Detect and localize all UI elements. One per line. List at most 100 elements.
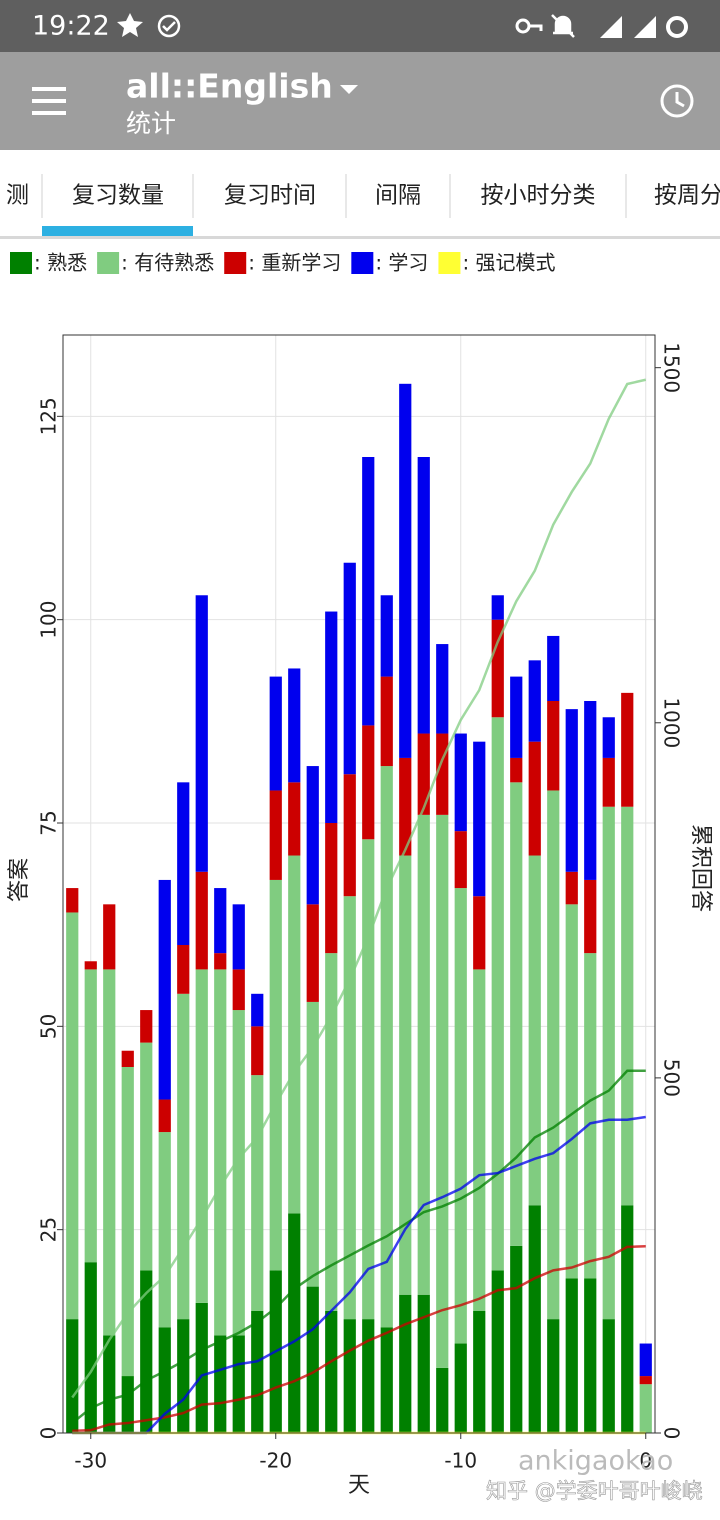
menu-button[interactable] xyxy=(32,87,66,115)
y-axis-label: 答案 xyxy=(7,858,32,902)
cumulative-line xyxy=(71,378,647,1399)
tab[interactable]: 间隔 xyxy=(375,183,421,209)
deck-title[interactable]: all::English xyxy=(126,67,333,106)
bar-segment xyxy=(343,896,356,1320)
bar-segment xyxy=(84,969,97,1263)
clock-hands xyxy=(675,92,685,108)
bar-segment xyxy=(584,1278,597,1433)
bar-segment xyxy=(528,1205,541,1433)
bar-segment xyxy=(362,839,375,1320)
legend-label: : 学习 xyxy=(375,251,428,275)
watermark-site: 知乎 @学委叶哥叶峻峣 xyxy=(486,1479,703,1503)
y-tick-label: 75 xyxy=(37,810,61,835)
bar-segment xyxy=(158,1132,171,1328)
deck-subtitle: 统计 xyxy=(126,109,176,138)
bar-segment xyxy=(510,757,523,783)
bar-segment xyxy=(66,1319,79,1433)
deck-dropdown[interactable] xyxy=(340,85,358,94)
watermark-handle: ankigaokao xyxy=(518,1446,673,1477)
legend-swatch xyxy=(97,252,120,274)
bar-segment xyxy=(343,562,356,775)
bar-segment xyxy=(288,782,301,856)
bar-segment xyxy=(491,619,504,718)
bar-segment xyxy=(639,1376,652,1385)
tab[interactable]: 按小时分类 xyxy=(481,183,596,209)
bar-segment xyxy=(399,855,412,1295)
bar-segment xyxy=(288,1213,301,1433)
bar-segment xyxy=(177,782,190,945)
history-button[interactable] xyxy=(660,84,694,118)
bar-segment xyxy=(473,896,486,970)
legend: : 熟悉: 有待熟悉: 重新学习: 学习: 强记模式 xyxy=(10,251,556,275)
x-tick-label: -20 xyxy=(259,1449,292,1473)
bar-segment xyxy=(417,814,430,1295)
bar-segment xyxy=(528,741,541,856)
bar-segment xyxy=(473,969,486,1311)
bar-segment xyxy=(621,692,634,807)
bar-segment xyxy=(399,757,412,856)
bar-segment xyxy=(140,1042,153,1271)
bar-segment xyxy=(195,871,208,970)
bar-segment xyxy=(417,1294,430,1433)
bar-segment xyxy=(158,1327,171,1433)
bar-segment xyxy=(214,969,227,1336)
bar-segment xyxy=(473,741,486,897)
bar-segment xyxy=(325,823,338,954)
bar-segment xyxy=(195,1302,208,1433)
bar-segment xyxy=(380,766,393,1328)
bar-segment xyxy=(602,1319,615,1433)
bar-segment xyxy=(306,766,319,905)
bar-segment xyxy=(491,717,504,1271)
bar-segment xyxy=(380,595,393,677)
bar-segment xyxy=(306,1286,319,1433)
bar-segment xyxy=(343,774,356,897)
legend-swatch xyxy=(438,252,461,274)
icon-loading xyxy=(666,16,688,38)
bar-segment xyxy=(565,904,578,1279)
bar-segment xyxy=(66,888,79,913)
bar-segment xyxy=(399,1294,412,1433)
status-icons xyxy=(117,13,688,38)
tab-indicator xyxy=(42,226,193,238)
bar-segment xyxy=(639,1384,652,1433)
bar-segment xyxy=(121,1067,134,1377)
tab[interactable]: 测 xyxy=(6,183,29,209)
tab[interactable]: 复习时间 xyxy=(224,183,316,209)
tab-divider xyxy=(0,236,720,239)
cumulative-line xyxy=(71,1069,646,1425)
tab[interactable]: 按周分 xyxy=(654,183,720,209)
bar-segment xyxy=(584,879,597,954)
bar-segment xyxy=(158,879,171,1100)
bar-segment xyxy=(343,1319,356,1433)
bar-segment xyxy=(140,1010,153,1043)
chart: 0 25 50 75 100 125 0 500 1000 1500 -30 -20 -10 0 天 答案 累积… xyxy=(7,334,713,1498)
bar-segment xyxy=(269,879,282,1271)
y-tick-label: 25 xyxy=(37,1217,61,1242)
bar-segment xyxy=(380,1327,393,1433)
bar-segment xyxy=(84,961,97,970)
bar-segment xyxy=(417,733,430,815)
bar-segment xyxy=(214,953,227,970)
bar-segment xyxy=(565,709,578,872)
legend-label: : 强记模式 xyxy=(462,251,555,275)
plot-frame xyxy=(62,334,656,1434)
legend-swatch xyxy=(10,252,32,274)
bar-segment xyxy=(177,945,190,994)
bar-segment xyxy=(454,831,467,889)
bar-segment xyxy=(510,782,523,1246)
bar-segment xyxy=(269,676,282,791)
y-tick-label: 100 xyxy=(37,601,61,639)
bar-segment xyxy=(436,644,449,734)
bar-segment xyxy=(269,790,282,880)
clock-face xyxy=(660,84,694,118)
tab[interactable]: 复习数量 xyxy=(72,183,164,209)
bar-segment xyxy=(232,904,245,970)
bar-segment xyxy=(251,1075,264,1311)
bar-segment xyxy=(232,969,245,1011)
icon-key-stem xyxy=(529,24,543,31)
bar-segment xyxy=(103,969,116,1336)
y-tick-label: 50 xyxy=(37,1014,61,1039)
y2-tick-label: 1000 xyxy=(660,697,684,748)
bar-segment xyxy=(84,1262,97,1433)
